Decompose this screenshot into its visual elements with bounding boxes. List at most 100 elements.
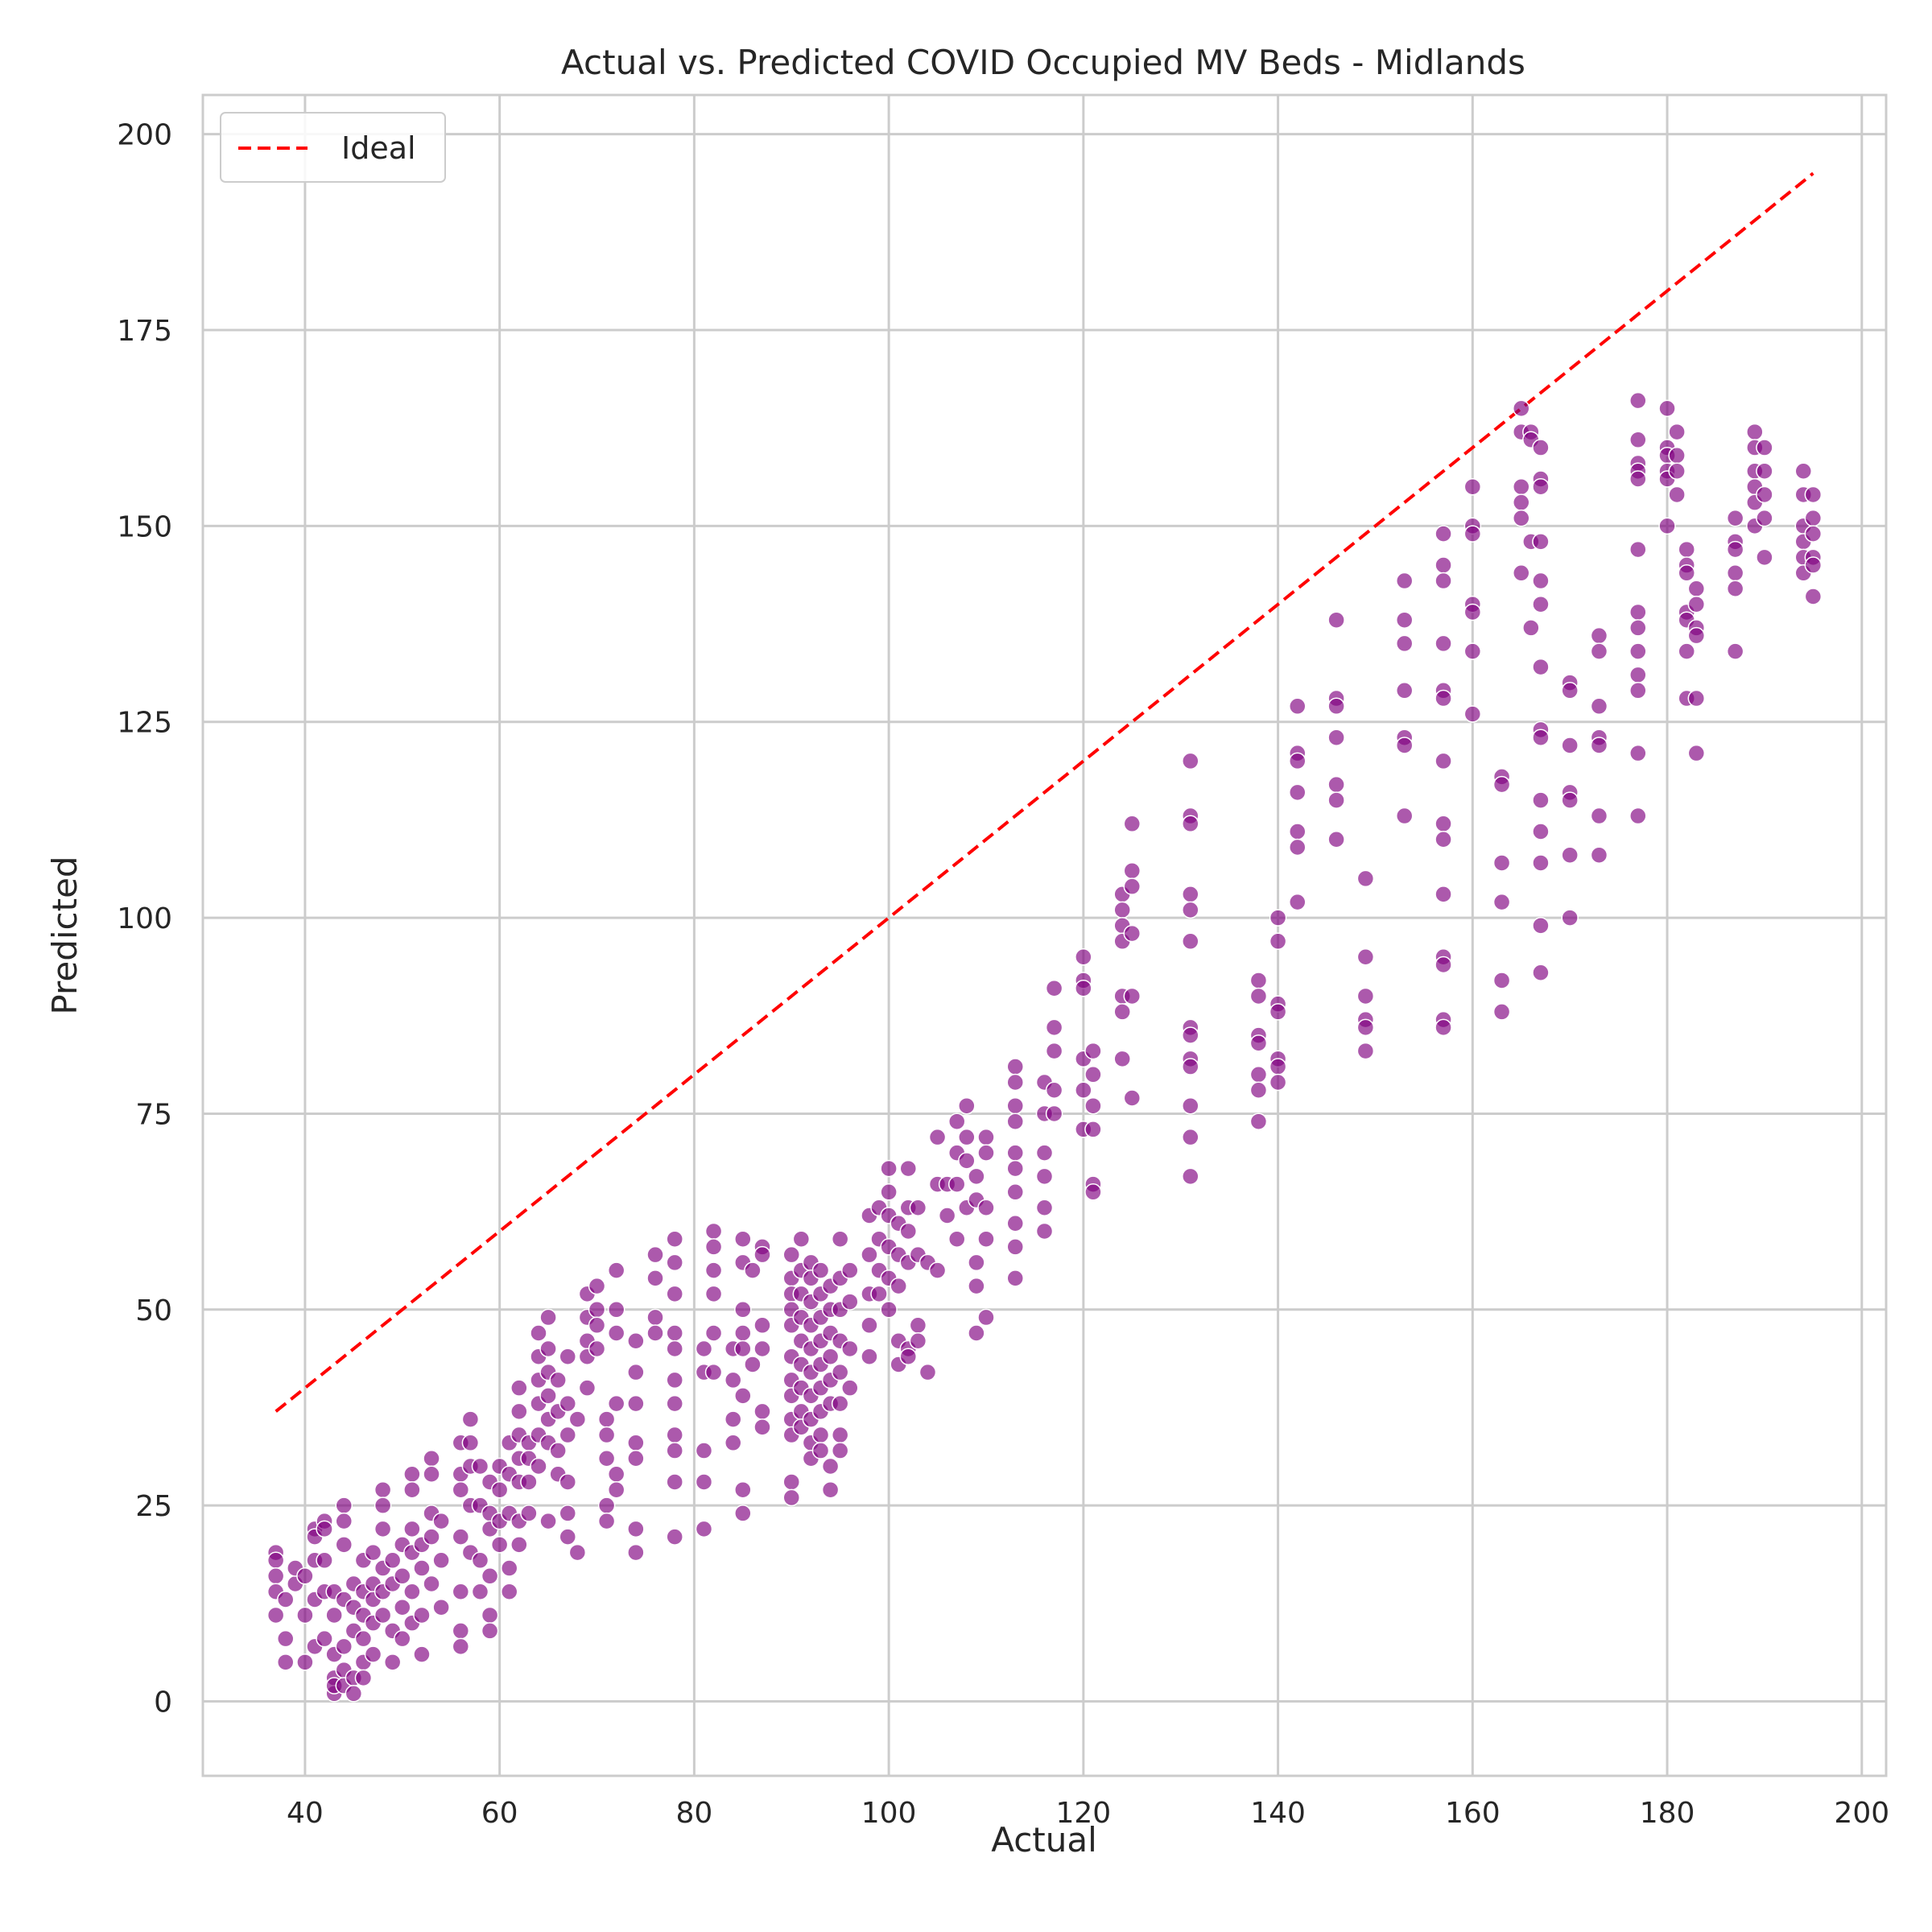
- data-point: [666, 1340, 683, 1358]
- data-point: [724, 1410, 742, 1428]
- data-point: [276, 1653, 295, 1671]
- data-point: [423, 1450, 440, 1468]
- data-point: [1182, 752, 1199, 770]
- data-point: [374, 1606, 392, 1624]
- data-point: [1006, 1183, 1024, 1201]
- data-point: [1395, 807, 1414, 825]
- data-point: [1629, 391, 1647, 410]
- data-point: [947, 1230, 966, 1248]
- data-point: [928, 1261, 947, 1279]
- data-point: [646, 1308, 664, 1327]
- legend-label-ideal: Ideal: [341, 130, 416, 166]
- data-point: [1006, 1214, 1024, 1232]
- data-point: [821, 1348, 840, 1365]
- data-point: [1658, 517, 1676, 535]
- data-point: [1327, 791, 1345, 809]
- data-point: [1395, 634, 1414, 653]
- x-tick-label: 120: [1055, 1797, 1111, 1830]
- data-point: [490, 1536, 509, 1554]
- data-point: [704, 1261, 723, 1279]
- data-point: [1075, 948, 1092, 966]
- data-point: [394, 1567, 411, 1585]
- data-point: [1804, 509, 1823, 527]
- data-point: [316, 1520, 333, 1538]
- data-point: [666, 1285, 683, 1303]
- data-point: [1532, 823, 1550, 840]
- data-point: [724, 1434, 742, 1452]
- data-point: [335, 1496, 353, 1514]
- data-point: [607, 1324, 625, 1342]
- data-point: [1289, 893, 1307, 911]
- data-point: [1395, 611, 1414, 629]
- data-point: [316, 1629, 333, 1648]
- data-point: [607, 1261, 625, 1279]
- data-point: [559, 1473, 577, 1491]
- data-point: [841, 1379, 859, 1397]
- data-point: [958, 1128, 976, 1146]
- data-point: [1356, 987, 1375, 1005]
- data-point: [335, 1512, 353, 1530]
- data-point: [1492, 1003, 1511, 1021]
- data-point: [666, 1473, 683, 1491]
- data-point: [627, 1331, 645, 1350]
- data-point: [510, 1536, 528, 1554]
- data-point: [276, 1629, 295, 1648]
- data-point: [1463, 603, 1482, 621]
- ideal-line: [275, 171, 1814, 1413]
- data-point: [1249, 1113, 1268, 1130]
- data-point: [1356, 1018, 1375, 1037]
- data-point: [821, 1457, 840, 1476]
- data-point: [704, 1238, 723, 1256]
- y-tick-label: 200: [117, 119, 172, 152]
- data-point: [1182, 932, 1199, 951]
- data-point: [831, 1230, 849, 1248]
- data-point: [695, 1520, 713, 1538]
- grid-lines: [203, 95, 1886, 1776]
- data-point: [1356, 948, 1375, 966]
- x-tick-label: 160: [1445, 1797, 1501, 1830]
- data-point: [666, 1528, 683, 1546]
- data-point: [549, 1371, 567, 1389]
- data-point: [364, 1645, 382, 1663]
- data-point: [1435, 572, 1452, 590]
- data-point: [958, 1152, 976, 1170]
- data-point: [1395, 737, 1414, 754]
- data-point: [1512, 477, 1530, 496]
- chart-title: Actual vs. Predicted COVID Occupied MV B…: [561, 43, 1525, 82]
- data-point: [568, 1543, 587, 1562]
- data-point: [316, 1551, 333, 1570]
- data-point: [890, 1277, 907, 1295]
- data-point: [968, 1253, 985, 1272]
- data-point: [753, 1402, 771, 1421]
- data-point: [1182, 886, 1199, 903]
- data-point: [704, 1363, 723, 1381]
- x-tick-label: 200: [1834, 1797, 1889, 1830]
- data-point: [1327, 611, 1345, 629]
- data-point: [968, 1277, 985, 1295]
- data-point: [1532, 917, 1550, 935]
- data-point: [1045, 979, 1063, 997]
- data-point: [1629, 540, 1647, 559]
- data-point: [947, 1175, 966, 1193]
- data-point: [432, 1551, 450, 1570]
- data-point: [1687, 626, 1706, 645]
- data-point: [1182, 1128, 1199, 1146]
- data-point: [753, 1340, 771, 1358]
- data-point: [383, 1653, 402, 1671]
- data-point: [374, 1520, 392, 1538]
- data-point: [734, 1301, 752, 1319]
- data-point: [510, 1402, 528, 1421]
- data-point: [1113, 901, 1131, 919]
- data-point: [1123, 861, 1141, 880]
- data-point: [1804, 485, 1823, 504]
- data-point: [1687, 689, 1706, 708]
- data-point: [559, 1505, 577, 1522]
- data-point: [335, 1637, 353, 1656]
- data-point: [666, 1371, 683, 1389]
- data-point: [627, 1394, 645, 1413]
- data-point: [1726, 540, 1744, 559]
- data-point: [792, 1230, 811, 1248]
- data-point: [1756, 509, 1773, 527]
- data-point: [539, 1340, 557, 1358]
